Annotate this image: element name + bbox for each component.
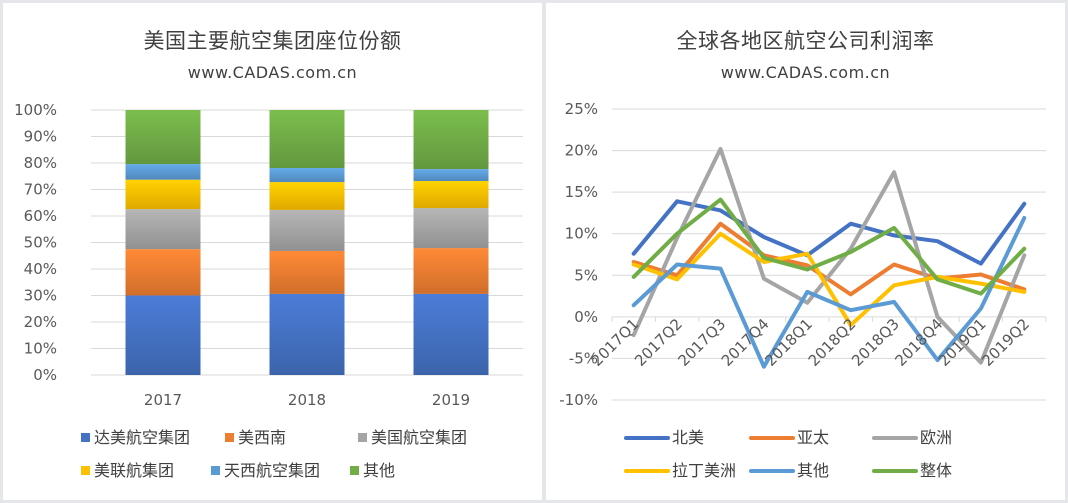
y-tick-label: 100% [14,101,57,119]
y-tick-label: 40% [24,260,57,278]
legend-swatch [350,466,359,475]
y-tick-label: 80% [24,154,57,172]
bar-segment-2017-美国航空集团 [125,209,201,250]
y-tick-label: 5% [574,266,598,284]
legend-label-其他: 其他 [363,461,395,480]
legend-label-美联航集团: 美联航集团 [94,461,174,480]
y-tick-label: -10% [559,391,598,409]
bar-segment-2019-其他 [413,110,489,170]
x-tick-label: 2017 [144,391,182,409]
series-line-北美 [631,199,1027,266]
bar-segment-2018-达美航空集团 [269,293,345,375]
bar-segment-2018-天西航空集团 [269,168,345,183]
legend-label-达美航空集团: 达美航空集团 [94,428,190,447]
series-line-拉丁美洲 [631,231,1027,328]
legend-label-欧洲: 欧洲 [920,428,952,447]
y-tick-label: 15% [565,183,598,201]
legend-swatch [211,466,220,475]
y-tick-label: 70% [24,181,57,199]
legend-swatch [81,466,90,475]
y-tick-label: 0% [33,366,57,384]
bar-segment-2018-美联航集团 [269,182,345,210]
bar-segment-2018-美国航空集团 [269,209,345,251]
chart-subtitle: www.CADAS.com.cn [187,63,358,82]
x-tick-label: 2018 [288,391,326,409]
legend-label-拉丁美洲: 拉丁美洲 [672,461,736,480]
x-tick-label: 2019Q2 [978,315,1033,370]
bar-segment-2017-达美航空集团 [125,295,201,375]
y-tick-label: 25% [565,100,598,118]
chart-title: 全球各地区航空公司利润率 [676,29,935,53]
series-line-其他 [631,215,1027,369]
seat-share-chart-panel: 美国主要航空集团座位份额 www.CADAS.com.cn 0% 10% 20% 30… [3,3,542,500]
y-tick-label: 90% [24,128,57,146]
chart-title: 美国主要航空集团座位份额 [143,29,402,53]
legend-label-北美: 北美 [672,428,704,447]
bar-segment-2017-美联航集团 [125,179,201,210]
legend-swatch [358,433,367,442]
bar-segment-2017-其他 [125,110,201,165]
series-line-欧洲 [631,146,1027,365]
series-line-亚太 [631,221,1027,297]
y-tick-label: 20% [24,313,57,331]
legend-label-亚太: 亚太 [797,428,829,447]
bar-segment-2019-天西航空集团 [413,169,489,182]
y-tick-label: 50% [24,234,57,252]
bar-segment-2018-美西南 [269,250,345,294]
y-tick-label: 30% [24,287,57,305]
series-line-整体 [631,197,1027,296]
y-tick-label: 10% [24,340,57,358]
x-tick-label: 2019 [432,391,470,409]
legend-label-整体: 整体 [920,461,952,480]
bar-segment-2017-天西航空集团 [125,164,201,180]
profit-margin-chart-panel: 全球各地区航空公司利润率 www.CADAS.com.cn -10% -5% 0% 5… [546,3,1065,500]
chart-subtitle: www.CADAS.com.cn [720,63,891,82]
legend-label-美西南: 美西南 [238,428,286,447]
y-tick-label: -5% [569,349,598,367]
bar-segment-2019-达美航空集团 [413,293,489,375]
legend-label-天西航空集团: 天西航空集团 [224,461,320,480]
legend-label-其他: 其他 [797,461,829,480]
y-tick-label: 60% [24,207,57,225]
bar-segment-2019-美国航空集团 [413,208,489,249]
line-chart: -10%-5%0%5%10%15%20%25%2017Q12017Q22017Q… [559,100,1047,480]
legend-label-美国航空集团: 美国航空集团 [371,428,467,447]
legend-swatch [225,433,234,442]
bar-segment-2019-美西南 [413,248,489,294]
legend-swatch [81,433,90,442]
bar-segment-2018-其他 [269,110,345,169]
y-tick-label: 0% [574,308,598,326]
bar-segment-2017-美西南 [125,249,201,296]
y-tick-label: 10% [565,225,598,243]
bar-segment-2019-美联航集团 [413,181,489,209]
y-tick-label: 20% [565,142,598,160]
stacked-bar-chart: 0% 10% 20% 30% 40% 50% 60% 70% 80% 90% 100% 2017 201… [14,101,523,480]
